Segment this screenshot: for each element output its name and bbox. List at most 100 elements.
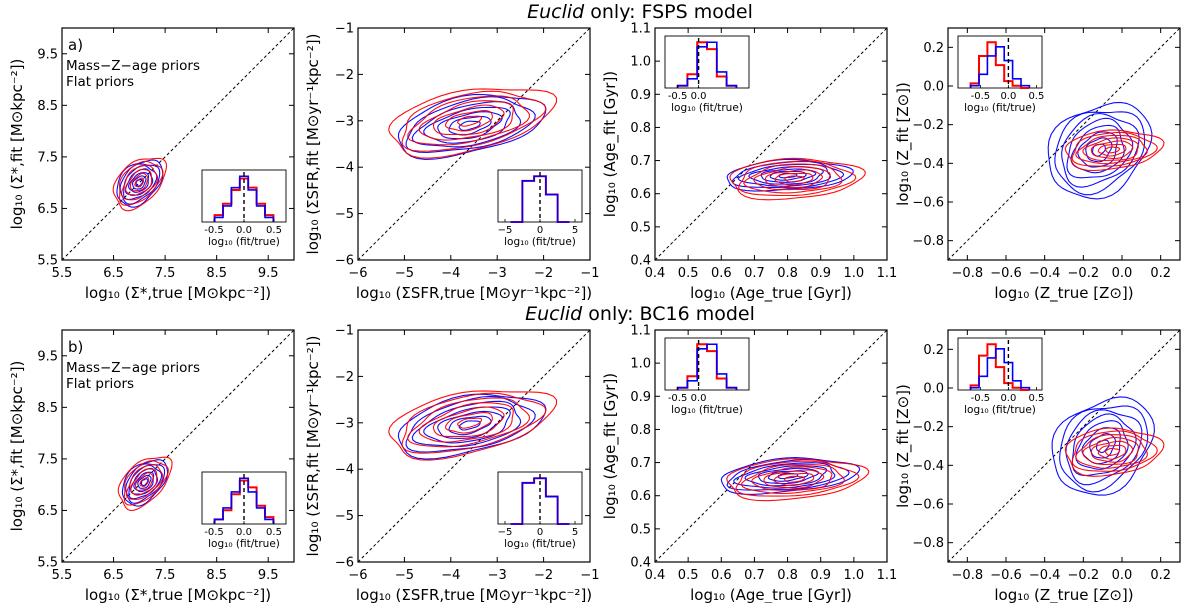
y-tick-label: 0.0	[923, 80, 944, 95]
x-tick-label: 0.9	[810, 568, 831, 583]
panel-grid: 5.5 6.5 7.5 8.5 9.5 5.5 6.5 7.5 8.5 9.5 log₁₀ (Σ*,…	[8, 22, 1181, 603]
y-tick-label: −2	[335, 68, 354, 83]
contour-level	[1054, 111, 1146, 196]
inset-tick-label: 0.0	[691, 393, 707, 404]
plot-frame	[654, 27, 888, 261]
y-tick-label: −2	[335, 370, 354, 385]
x-tick-label: 0.2	[1150, 266, 1171, 281]
x-tick-label: −0.2	[1068, 568, 1100, 583]
contour-level	[445, 110, 493, 132]
contour-level	[121, 164, 159, 201]
contour-level	[129, 172, 149, 192]
panel-tag: b)	[68, 338, 83, 356]
inset-hist-mass-z-age	[676, 343, 738, 390]
inset-tick-label: 0.5	[266, 225, 282, 236]
y-tick-label: 0.8	[630, 423, 651, 438]
contour-series-flat	[117, 456, 173, 512]
y-tick-label: 1.1	[630, 22, 651, 37]
y-axis-label: log₁₀ (Z_fit [Z⊙])	[894, 82, 913, 206]
contour-level	[407, 397, 530, 448]
y-tick-label: 0.2	[923, 41, 944, 56]
one-to-one-line	[358, 330, 590, 562]
contour-series-mass_z_age	[1051, 396, 1155, 496]
y-tick-label: 7.5	[37, 452, 58, 467]
plot-frame	[357, 329, 591, 563]
x-axis-label: log₁₀ (ΣSFR,true [M⊙yr⁻¹kpc⁻²])	[356, 586, 592, 603]
contour-level	[448, 116, 492, 136]
x-tick-label: −3	[488, 266, 507, 281]
y-tick-label: 5.5	[37, 254, 58, 269]
y-tick-label: −4	[335, 161, 354, 176]
legend-entry: Mass−Z−age priors	[66, 58, 200, 74]
contour-series-flat	[1064, 129, 1165, 172]
x-tick-label: 5.5	[52, 266, 73, 281]
y-tick-label: −4	[335, 463, 354, 478]
contour-level	[1064, 129, 1165, 172]
inset-hist-mass-z-age	[969, 46, 1031, 88]
y-tick-label: 0.0	[923, 382, 944, 397]
y-tick-label: 1.1	[630, 324, 651, 339]
x-axis-label: log₁₀ (Z_true [Z⊙])	[994, 284, 1133, 303]
x-tick-label: 0.8	[777, 568, 798, 583]
y-tick-label: 0.5	[630, 522, 651, 537]
inset-tick-label: 0.5	[1028, 91, 1044, 102]
contour-level	[1104, 447, 1121, 456]
y-tick-label: 0.5	[630, 220, 651, 235]
x-tick-label: −3	[488, 568, 507, 583]
contour-level	[1090, 140, 1134, 160]
y-tick-label: −6	[335, 556, 354, 571]
x-tick-label: −6	[348, 568, 367, 583]
y-tick-label: −0.6	[912, 196, 944, 211]
contour-series-flat	[729, 157, 866, 201]
inset-tick-label: 5	[572, 527, 578, 538]
contour-level	[407, 95, 530, 146]
x-tick-label: −0.8	[952, 266, 984, 281]
contour-level	[448, 415, 492, 436]
contour-level	[726, 458, 870, 502]
inset-tick-label: 5	[572, 225, 578, 236]
contour-level	[134, 177, 145, 188]
y-tick-label: −0.4	[912, 459, 944, 474]
x-axis-label: log₁₀ (ΣSFR,true [M⊙yr⁻¹kpc⁻²])	[356, 284, 592, 302]
x-tick-label: 0.9	[810, 266, 831, 281]
contour-level	[784, 175, 805, 183]
x-axis-label: log₁₀ (Age_true [Gyr])	[690, 284, 852, 303]
contour-level	[1082, 436, 1139, 465]
y-tick-label: 0.6	[630, 187, 651, 202]
inset-hist-mass-z-age	[969, 348, 1031, 390]
panel-0-1: −6 −5 −4 −3 −2 −1 −6 −5 −4 −3 −2 −1 log₁₀ (ΣSFR,true…	[304, 22, 600, 303]
contour-series-flat	[726, 458, 870, 502]
inset-tick-label: -0.5	[971, 393, 991, 404]
y-tick-label: 0.9	[630, 390, 651, 405]
inset-x-label: log₁₀ (fit/true)	[504, 538, 576, 550]
contour-level	[140, 478, 149, 487]
y-tick-label: −0.6	[912, 498, 944, 513]
y-tick-label: −3	[335, 416, 354, 431]
x-axis-label: log₁₀ (Σ*,true [M⊙kpc⁻²])	[85, 284, 271, 302]
contour-level	[1071, 131, 1158, 167]
contour-series-flat	[1064, 427, 1165, 477]
contour-level	[457, 115, 483, 127]
y-tick-label: −0.2	[912, 420, 944, 435]
x-tick-label: −6	[348, 266, 367, 281]
y-axis-label: log₁₀ (Σ*,fit [M⊙kpc⁻²])	[8, 361, 26, 532]
x-tick-label: −0.4	[1029, 568, 1061, 583]
contour-level	[411, 400, 522, 448]
inset-x-label: log₁₀ (fit/true)	[208, 538, 280, 550]
contour-level	[118, 160, 164, 206]
y-axis-label: log₁₀ (Z_fit [Z⊙])	[894, 384, 913, 508]
contour-level	[458, 120, 481, 131]
y-tick-label: −0.4	[912, 157, 944, 172]
contour-level	[753, 165, 831, 191]
contour-level	[769, 170, 807, 181]
y-axis-label: log₁₀ (Age_fit [Gyr])	[601, 71, 620, 217]
contour-level	[757, 467, 820, 485]
y-tick-label: −0.8	[912, 536, 944, 551]
x-tick-label: 0.5	[678, 266, 699, 281]
x-tick-label: 0.2	[1150, 568, 1171, 583]
contour-level	[445, 412, 493, 434]
inset-tick-label: -0.5	[668, 91, 688, 102]
inset-frame	[957, 35, 1043, 89]
